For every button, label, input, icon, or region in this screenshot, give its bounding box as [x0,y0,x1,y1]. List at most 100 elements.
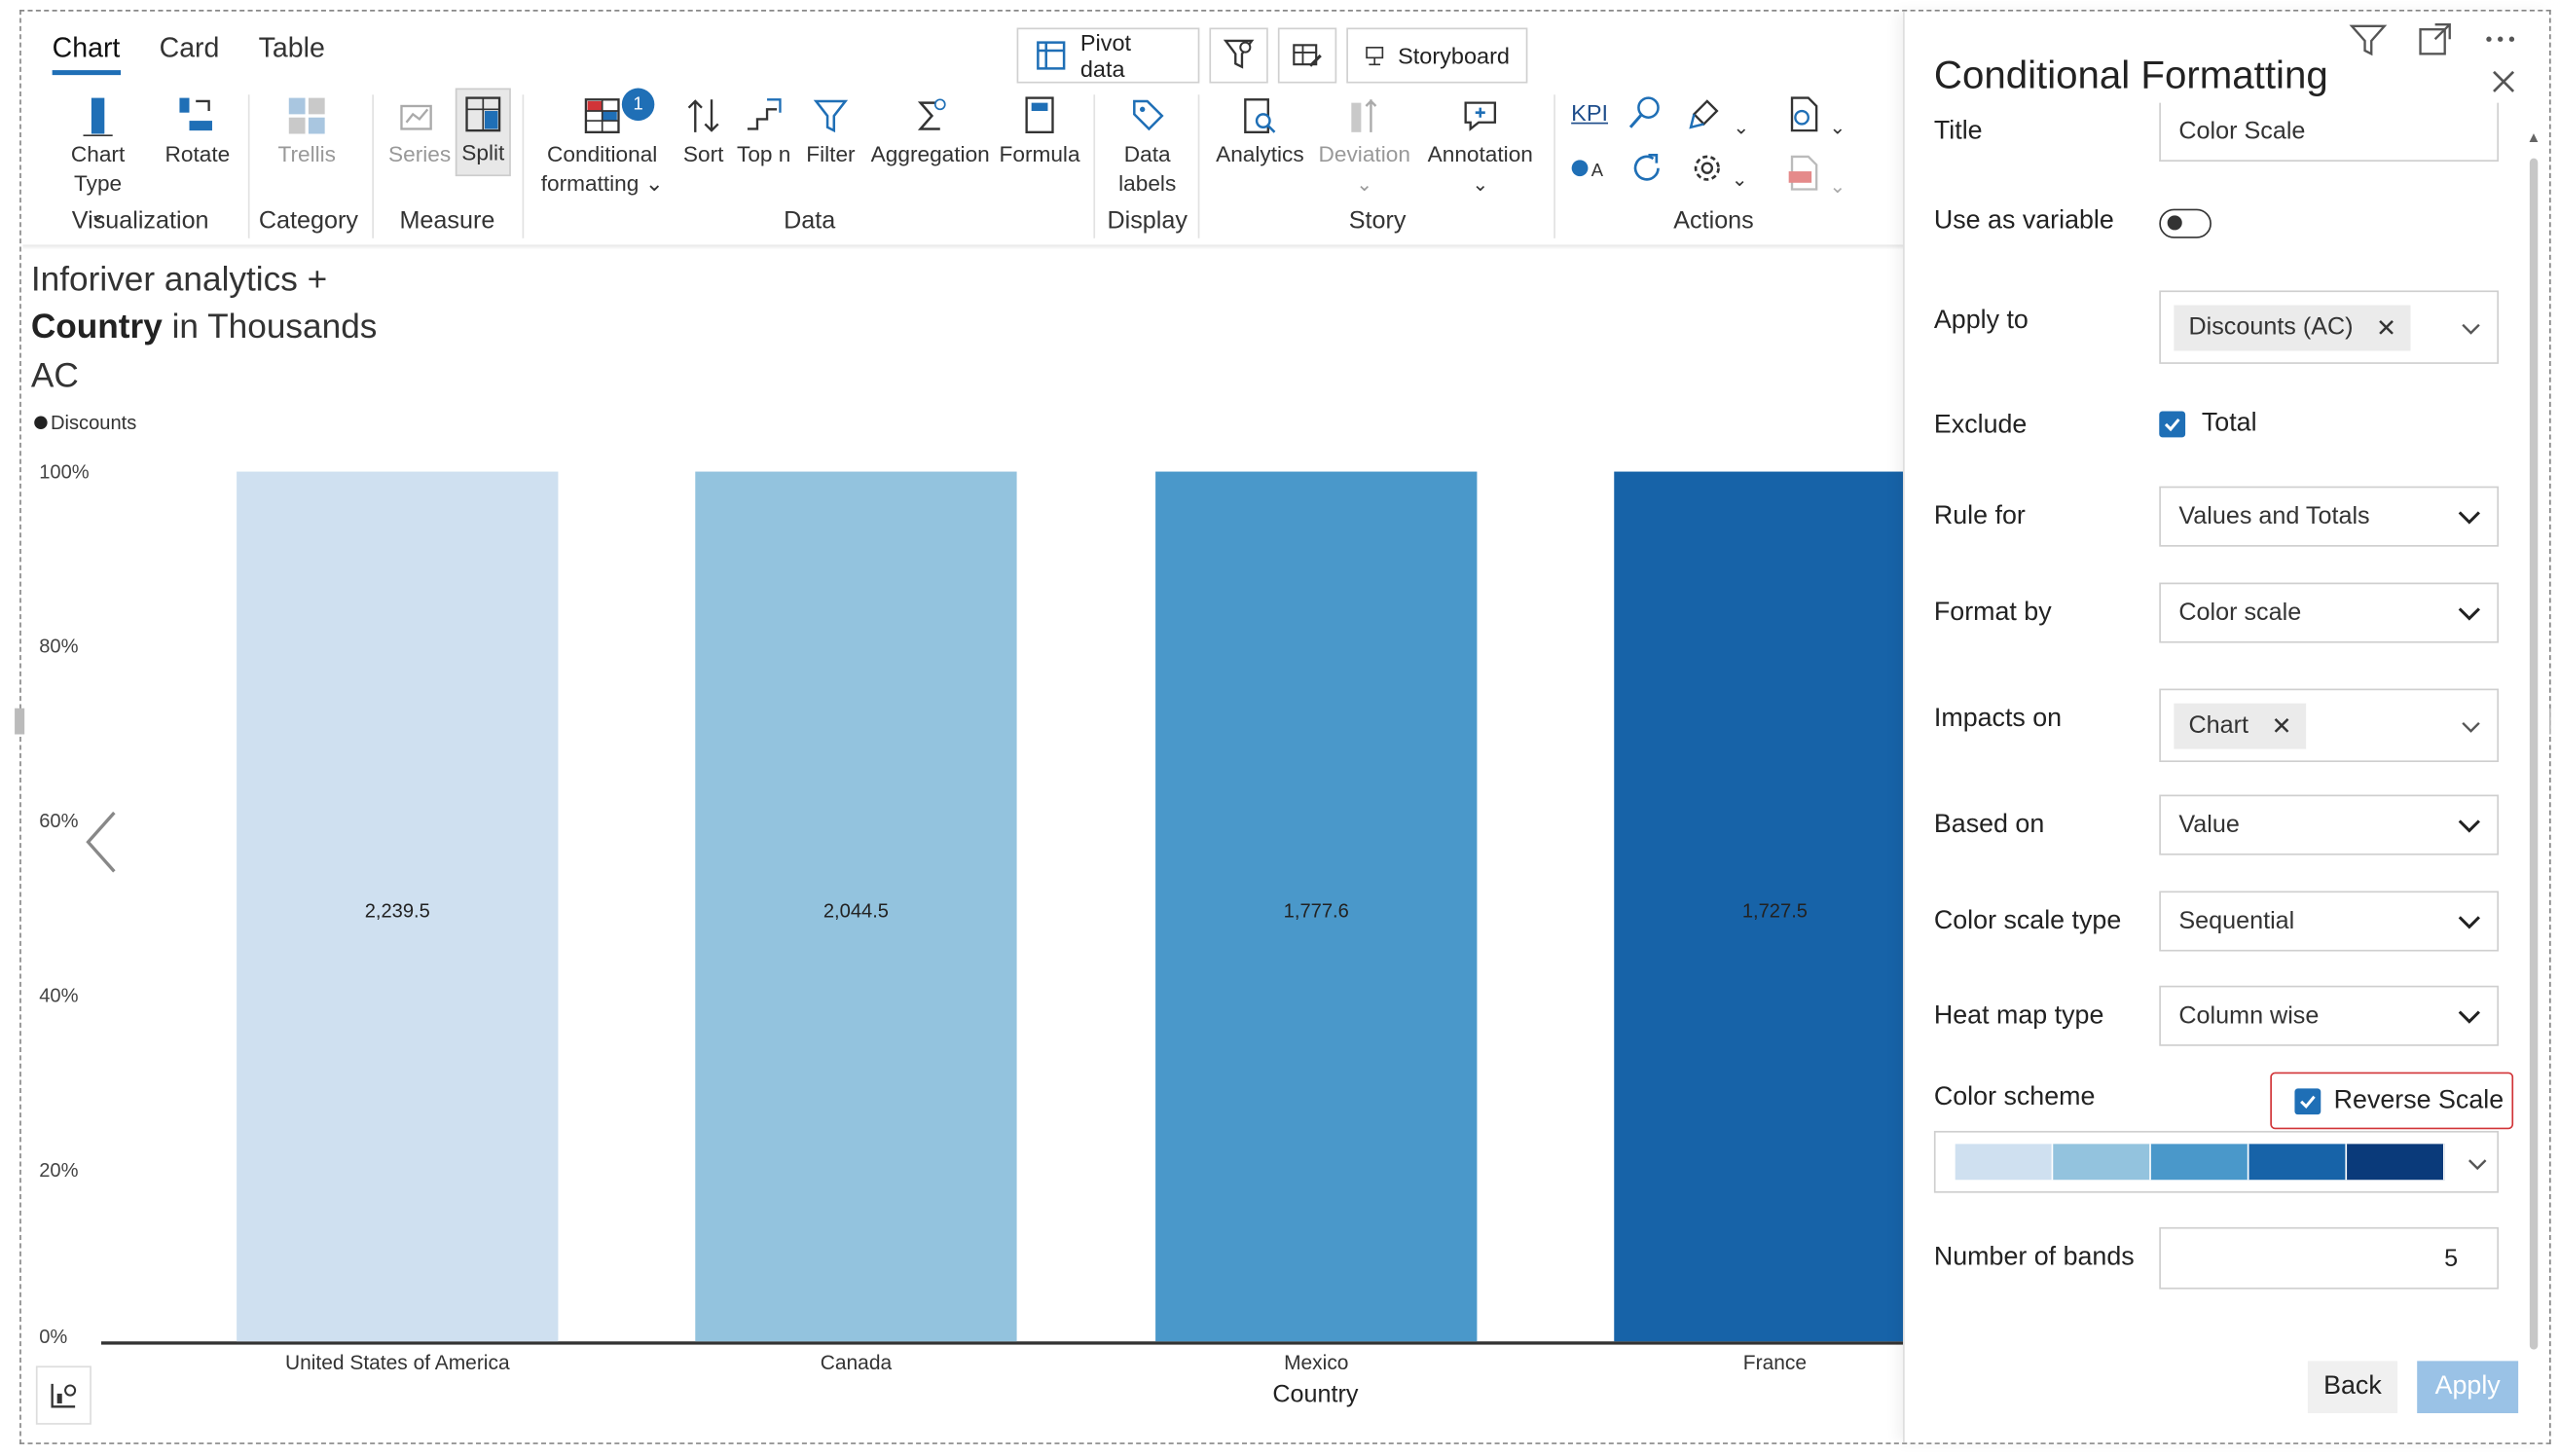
rule-for-select[interactable]: Values and Totals [2159,486,2500,547]
split-button[interactable]: Split [455,88,511,177]
storyboard-button[interactable]: Storyboard [1346,27,1528,84]
chevron-down-icon: ⌄ [1829,174,1846,198]
chevron-left-icon[interactable] [78,806,127,878]
chevron-down-icon: ⌄ [1472,172,1489,197]
search-icon [1628,96,1660,128]
filter-button[interactable]: Filter [800,91,862,169]
heat-map-type-select[interactable]: Column wise [2159,985,2500,1046]
sort-button[interactable]: Sort [676,91,731,169]
number-of-bands-input[interactable]: 5 [2159,1226,2500,1290]
export-settings-button[interactable]: ⌄ [1779,94,1854,142]
analytics-icon [1244,98,1276,133]
bar[interactable] [695,471,1017,1342]
color-swatch [2053,1144,2151,1181]
aggregation-label: Aggregation [870,141,990,167]
chart-options-button[interactable] [35,1365,91,1425]
color-scale-type-select[interactable]: Sequential [2159,891,2500,952]
apply-to-label: Apply to [1933,307,2029,335]
legend[interactable]: Discounts [34,412,136,434]
chart-options-icon [51,1383,77,1408]
chevron-down-icon: ⌄ [1829,116,1846,139]
annotation-button[interactable]: Annotation ⌄ [1420,91,1541,200]
apply-button[interactable]: Apply [2417,1361,2519,1414]
resize-handle-left[interactable] [15,708,25,735]
title-input[interactable]: Color Scale [2159,102,2500,162]
analytics-button[interactable]: Analytics [1211,91,1309,169]
formula-button[interactable]: Formula [996,91,1084,169]
color-scale-type-label: Color scale type [1933,907,2122,935]
export-pdf-button[interactable]: ⌄ [1779,154,1854,201]
deviation-icon [1351,99,1377,132]
svg-text:A: A [1591,160,1604,180]
rotate-button[interactable]: Rotate [160,91,235,169]
impacts-on-chip-label: Chart [2188,711,2248,740]
tab-chart[interactable]: Chart [52,33,120,76]
more-options-icon[interactable] [2482,21,2518,57]
y-tick-label: 40% [39,984,79,1007]
conditional-formatting-button[interactable]: 1 Conditional formatting ⌄ [532,88,673,200]
bar[interactable] [1155,471,1478,1342]
exclude-total-checkbox[interactable]: Total [2159,410,2257,439]
filter-icon[interactable] [2349,21,2388,57]
chevron-down-icon: ⌄ [1356,172,1373,197]
scroll-up-icon[interactable]: ▲ [2526,128,2541,146]
formula-label: Formula [999,141,1080,167]
aggregation-button[interactable]: Aggregation [868,91,992,169]
tab-card[interactable]: Card [159,32,220,64]
filter-label: Filter [806,141,856,167]
reverse-scale-checkbox[interactable]: Reverse Scale [2270,1072,2514,1130]
chart-type-button[interactable]: Chart Type ⌄ [46,91,150,229]
based-on-select[interactable]: Value [2159,794,2500,855]
series-button[interactable]: Series [388,91,451,169]
use-as-variable-toggle[interactable] [2159,208,2212,238]
remove-chip-icon[interactable]: ✕ [2376,313,2397,343]
rotate-label: Rotate [165,141,231,167]
color-scheme-label: Color scheme [1933,1083,2096,1111]
chevron-down-icon: ⌄ [1731,167,1748,192]
apply-to-select[interactable]: Discounts (AC) ✕ [2159,290,2500,364]
format-by-select[interactable]: Color scale [2159,582,2500,643]
close-icon[interactable] [2489,67,2518,96]
chevron-down-icon: ⌄ [90,201,107,226]
conditional-label-toggle[interactable]: A [1570,154,1609,192]
paint-button[interactable]: ⌄ [1681,94,1756,142]
paint-brush-icon [1689,99,1719,129]
settings-button[interactable]: ⌄ [1681,150,1756,194]
ribbon-toolbar: Chart Type ⌄ Rotate Trellis Series Split… [29,82,1903,245]
separator [372,94,374,238]
color-scheme-swatches [1955,1144,2445,1181]
table-edit-button[interactable] [1277,27,1337,84]
impacts-on-select[interactable]: Chart ✕ [2159,688,2500,763]
search-button[interactable] [1626,94,1664,138]
legend-dot-icon [34,416,48,429]
pivot-data-button[interactable]: Pivot data [1016,27,1200,84]
refresh-button[interactable] [1628,150,1664,194]
table-edit-icon [1293,44,1322,67]
tab-table[interactable]: Table [258,32,325,64]
top-n-button[interactable]: Top n [735,91,793,169]
bar[interactable] [237,471,559,1342]
bar[interactable] [1614,471,1904,1342]
back-button[interactable]: Back [2307,1361,2398,1414]
data-labels-label-1: Data [1123,141,1171,167]
x-axis-line [100,1341,1904,1344]
separator [1554,94,1555,238]
format-by-label: Format by [1933,599,2052,627]
data-label: 1,727.5 [1741,898,1808,923]
calculator-icon [1025,96,1054,133]
remove-chip-icon[interactable]: ✕ [2271,711,2292,741]
kpi-button[interactable]: KPI [1571,99,1609,127]
data-labels-button[interactable]: Data labels [1107,91,1188,200]
focus-mode-icon[interactable] [2417,21,2453,57]
color-scheme-select[interactable] [1933,1130,2500,1193]
deviation-button[interactable]: Deviation ⌄ [1312,91,1416,200]
based-on-label: Based on [1933,811,2045,839]
color-swatch [2248,1144,2348,1181]
panel-scrollbar[interactable] [2529,158,2539,1350]
split-label: Split [461,140,505,165]
filter-settings-button[interactable] [1209,27,1268,84]
trellis-button[interactable]: Trellis [268,91,346,169]
title-label: Title [1933,117,1983,146]
chevron-down-icon [2458,606,2480,620]
ribbon-tabs: Chart Card Table [52,32,325,76]
